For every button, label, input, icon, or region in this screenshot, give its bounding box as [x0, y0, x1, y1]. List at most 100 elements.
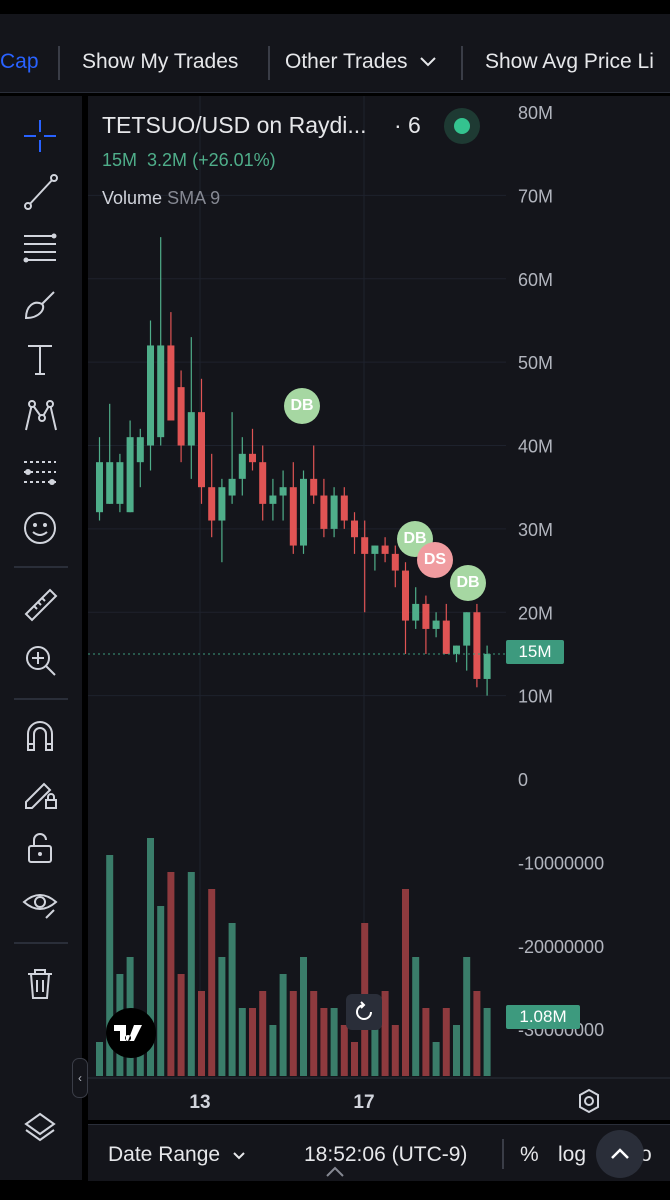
- candle: [279, 470, 287, 521]
- pattern-tool[interactable]: [18, 394, 62, 438]
- candle-body: [300, 478, 307, 546]
- auto-toggle[interactable]: o: [640, 1143, 652, 1166]
- scroll-to-top-button[interactable]: [596, 1130, 644, 1178]
- pattern-icon: [25, 400, 57, 431]
- sidebar-collapse-button[interactable]: ‹: [72, 1058, 88, 1098]
- measure-tool[interactable]: [18, 582, 62, 626]
- candle-body: [198, 412, 205, 488]
- tradingview-logo[interactable]: [106, 1008, 156, 1058]
- chevron-down-icon: [420, 57, 437, 67]
- chevron-up-icon[interactable]: [324, 1165, 346, 1179]
- volume-bar: [187, 872, 195, 1076]
- price-axis-label: 20M: [518, 603, 553, 623]
- show-avg-price-button[interactable]: Show Avg Price Li: [485, 50, 654, 73]
- candle: [442, 603, 450, 654]
- ohlc-values: 15M 3.2M (+26.01%): [102, 150, 276, 171]
- smiley-icon: [24, 512, 56, 544]
- percent-toggle[interactable]: %: [520, 1143, 539, 1166]
- candle: [391, 545, 399, 588]
- candle: [463, 612, 471, 671]
- trade-marker-ds[interactable]: DS: [417, 542, 453, 578]
- candle: [361, 520, 369, 613]
- forecast-tool[interactable]: [18, 450, 62, 494]
- price-axis-label: 80M: [518, 103, 553, 123]
- candle-body: [340, 495, 348, 521]
- candle-body: [381, 545, 389, 554]
- brush-tool[interactable]: [18, 282, 62, 326]
- trend-line-tool[interactable]: [18, 170, 62, 214]
- date-range-dropdown[interactable]: Date Range: [108, 1143, 246, 1167]
- volume-bar: [238, 1008, 246, 1076]
- text-icon: [28, 345, 52, 375]
- visibility-tool[interactable]: [18, 882, 62, 926]
- candle: [473, 603, 481, 688]
- candle-body: [96, 462, 103, 513]
- toolbar-divider: [58, 46, 60, 80]
- change-percent: (+26.01%): [192, 150, 276, 170]
- sidebar-divider: [14, 698, 68, 700]
- volume-bar: [157, 906, 165, 1076]
- candle-body: [218, 487, 226, 521]
- volume-bar: [320, 1008, 328, 1076]
- candle: [157, 237, 165, 446]
- price-chart: 80M 70M 60M 50M 40M 30M 20M 10M 0 -10000000 -20000…: [88, 96, 670, 1113]
- volume-bar: [351, 1042, 358, 1076]
- candle: [96, 437, 103, 521]
- market-status-icon[interactable]: [444, 108, 480, 144]
- candle-body: [106, 462, 114, 504]
- lock-tool[interactable]: [18, 826, 62, 870]
- volume-bar: [412, 957, 420, 1076]
- toolbar-divider: [461, 46, 463, 80]
- interval-label[interactable]: · 6: [394, 112, 421, 138]
- candle: [351, 512, 358, 554]
- reset-chart-button[interactable]: [346, 994, 382, 1030]
- candle-body: [228, 478, 236, 496]
- bottom-divider: [502, 1139, 504, 1169]
- delete-tool[interactable]: [18, 962, 62, 1006]
- candle-body: [320, 495, 328, 529]
- candle: [147, 320, 154, 471]
- market-cap-toggle[interactable]: Cap: [0, 50, 39, 73]
- zoom-tool[interactable]: [18, 638, 62, 682]
- price-axis-label: 40M: [518, 437, 553, 457]
- text-tool[interactable]: [18, 338, 62, 382]
- volume-bar: [208, 889, 216, 1076]
- volume-bar: [473, 991, 481, 1076]
- candle-body: [371, 545, 379, 554]
- volume-bar: [198, 991, 205, 1076]
- price-axis-label: 30M: [518, 520, 553, 540]
- volume-indicator-label[interactable]: Volume SMA 9: [102, 188, 221, 208]
- fib-tool[interactable]: [18, 226, 62, 270]
- trade-marker-db[interactable]: DB: [397, 521, 433, 557]
- volume-bar: [269, 1025, 277, 1076]
- candle: [310, 445, 318, 504]
- trend-line-icon: [24, 174, 58, 210]
- timezone-clock[interactable]: 18:52:06 (UTC-9): [304, 1143, 468, 1166]
- icons-tool[interactable]: [18, 506, 62, 550]
- symbol-title[interactable]: TETSUO/USD on Raydi...: [102, 112, 367, 138]
- object-tree-tool[interactable]: [18, 1106, 62, 1150]
- volume-bar: [96, 1042, 103, 1076]
- candle: [300, 470, 307, 554]
- trade-marker-db[interactable]: DB: [284, 388, 320, 424]
- drawing-mode-tool[interactable]: [18, 770, 62, 814]
- trade-marker-db[interactable]: DB: [450, 565, 486, 601]
- volume-bar: [463, 957, 471, 1076]
- show-my-trades-button[interactable]: Show My Trades: [82, 50, 239, 73]
- magnet-tool[interactable]: [18, 714, 62, 758]
- candle: [381, 537, 389, 563]
- candle-body: [483, 653, 491, 679]
- crosshair-tool[interactable]: [18, 114, 62, 158]
- drawing-toolbar: [0, 96, 82, 1180]
- volume-bar: [391, 1025, 399, 1076]
- chart-pane[interactable]: 80M 70M 60M 50M 40M 30M 20M 10M 0 -10000000 -20000…: [88, 96, 670, 1120]
- chart-settings-button[interactable]: [574, 1086, 604, 1116]
- time-axis-label: 17: [353, 1092, 374, 1113]
- candle: [167, 312, 175, 421]
- brush-icon: [24, 291, 55, 320]
- trash-icon: [28, 969, 52, 999]
- candle: [371, 545, 379, 571]
- log-toggle[interactable]: log: [558, 1143, 587, 1166]
- other-trades-dropdown[interactable]: Other Trades: [285, 50, 437, 74]
- candle-body: [412, 603, 420, 621]
